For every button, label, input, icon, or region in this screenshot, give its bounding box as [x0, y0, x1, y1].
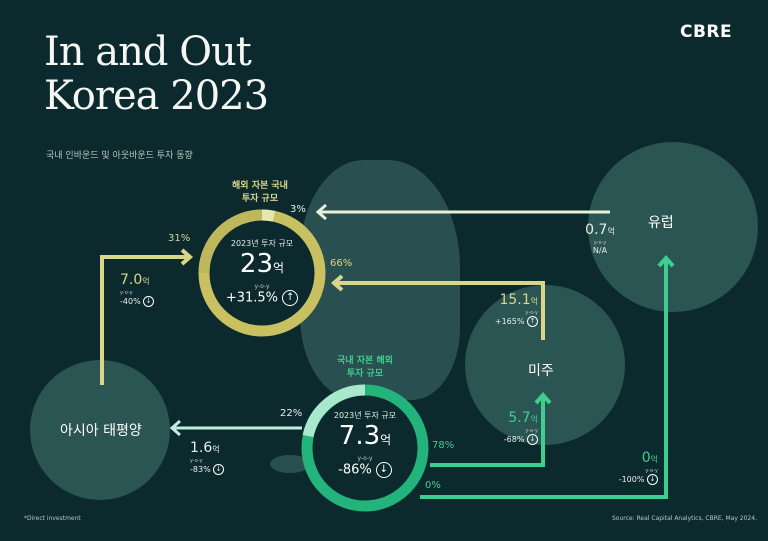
korea-map — [300, 160, 460, 400]
inbound-yoy-label: y-o-y — [254, 283, 270, 290]
arrow-europe-outbound-icon — [420, 254, 675, 499]
inbound-label-line-1: 해외 자본 국내 — [232, 181, 288, 191]
outbound-yoy-label: y-o-y — [357, 455, 373, 462]
arrow-up-circle-icon: ↑ — [527, 316, 538, 327]
arrow-down-circle-icon: ↓ — [647, 474, 658, 485]
inbound-label-line-2: 투자 규모 — [241, 194, 279, 204]
cbre-logo: CBRE — [680, 22, 733, 42]
jeju-island — [270, 455, 310, 473]
asia-inbound-stats: 7.0억 y-o-y -40% ↓ — [120, 272, 155, 307]
asia-outbound-share: 22% — [280, 408, 303, 419]
europe-inbound-stats: 0.7억 y-o-y N/A — [585, 222, 615, 255]
region-americas-label: 미주 — [528, 363, 554, 379]
outbound-ring — [301, 384, 429, 512]
source-note: Source: Real Capital Analytics, CBRE, Ma… — [612, 515, 757, 522]
asia-inbound-share: 31% — [168, 233, 191, 244]
europe-outbound-stats: 0억 y-o-y -100% ↓ — [618, 450, 658, 485]
inbound-value: 23억 — [239, 249, 285, 279]
asia-outbound-stats: 1.6억 y-o-y -83% ↓ — [190, 440, 225, 475]
europe-outbound-share: 0% — [425, 480, 441, 491]
inbound-label: 해외 자본 국내 투자 규모 — [205, 180, 315, 206]
arrow-down-circle-icon: ↓ — [213, 464, 225, 475]
arrow-americas-outbound-icon — [430, 391, 552, 467]
arrow-down-circle-icon: ↓ — [527, 434, 538, 445]
region-europe-label: 유럽 — [648, 215, 674, 231]
outbound-change: -86% ↓ — [315, 462, 415, 478]
outbound-label: 국내 자본 해외 투자 규모 — [310, 355, 420, 381]
americas-inbound-stats: 15.1억 y-o-y +165% ↑ — [494, 292, 538, 327]
outbound-caption: 2023년 투자 규모 — [333, 411, 397, 420]
page-subtitle: 국내 인바운드 및 아웃바운드 투자 동향 — [46, 151, 193, 161]
page-title: In and Out Korea 2023 — [44, 29, 269, 119]
title-line-1: In and Out — [44, 29, 252, 75]
footnote: *Direct investment — [24, 515, 81, 522]
inbound-caption: 2023년 투자 규모 — [230, 239, 294, 248]
title-line-2: Korea 2023 — [44, 73, 269, 119]
europe-inbound-share: 3% — [290, 204, 306, 215]
globe-europe — [588, 142, 758, 312]
inbound-change: +31.5% ↑ — [212, 290, 312, 306]
arrow-asia-inbound-icon — [100, 248, 194, 385]
outbound-label-line-2: 투자 규모 — [346, 369, 384, 379]
arrow-down-circle-icon: ↓ — [375, 462, 392, 478]
arrow-up-circle-icon: ↑ — [282, 290, 299, 306]
arrow-europe-inbound-icon — [315, 203, 610, 221]
americas-outbound-share: 78% — [432, 440, 455, 451]
arrow-asia-outbound-icon — [169, 419, 302, 437]
arrow-americas-inbound-icon — [330, 274, 545, 340]
outbound-label-line-1: 국내 자본 해외 — [337, 356, 393, 366]
americas-outbound-stats: 5.7억 y-o-y -68% ↓ — [503, 410, 538, 445]
americas-inbound-share: 66% — [330, 258, 353, 269]
outbound-value: 7.3억 — [338, 421, 392, 451]
arrow-down-circle-icon: ↓ — [143, 296, 155, 307]
region-asia-pacific-label: 아시아 태평양 — [60, 423, 142, 439]
inbound-summary: 2023년 투자 규모 23억 y-o-y +31.5% ↑ — [212, 238, 312, 306]
outbound-summary: 2023년 투자 규모 7.3억 y-o-y -86% ↓ — [315, 410, 415, 478]
